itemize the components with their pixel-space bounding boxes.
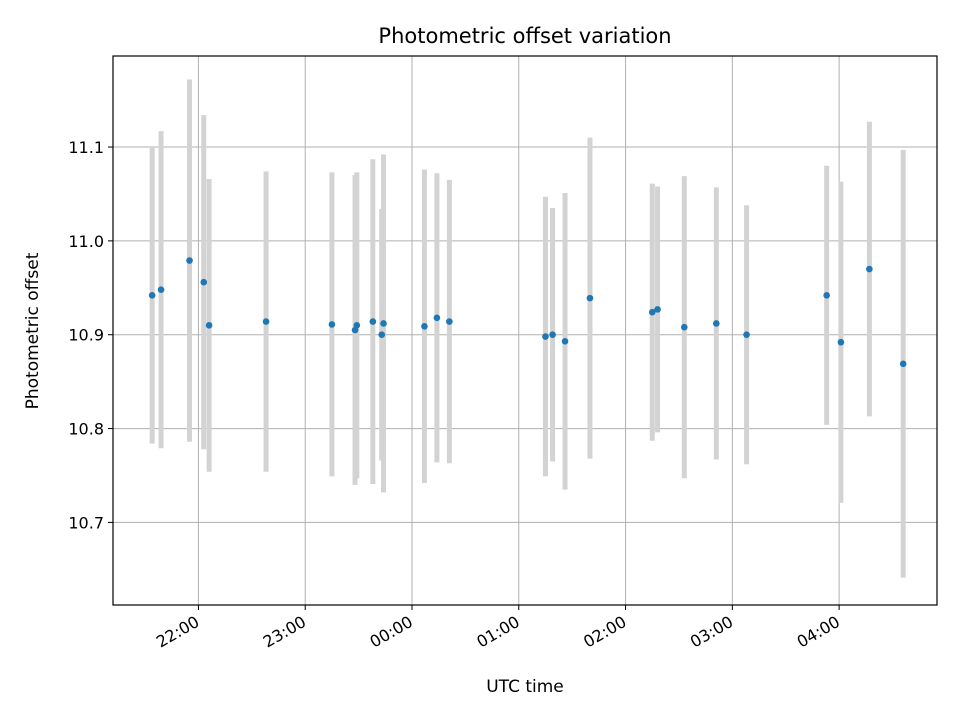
x-axis-label: UTC time xyxy=(486,677,564,697)
y-tick-label: 11.0 xyxy=(68,232,104,251)
data-point xyxy=(866,265,873,273)
data-point xyxy=(899,360,907,368)
data-point xyxy=(186,257,193,264)
y-tick-label: 10.7 xyxy=(68,513,104,532)
data-point xyxy=(446,318,453,325)
data-point xyxy=(549,331,556,339)
y-tick-label: 10.8 xyxy=(68,420,104,439)
data-point xyxy=(205,322,213,329)
data-point xyxy=(262,318,270,325)
data-point xyxy=(648,308,656,316)
data-point xyxy=(380,320,387,327)
data-point xyxy=(328,321,336,328)
data-point xyxy=(654,306,661,313)
data-point xyxy=(200,278,208,286)
data-point xyxy=(157,286,165,293)
data-point xyxy=(823,292,830,299)
data-point xyxy=(586,294,594,302)
chart-title: Photometric offset variation xyxy=(378,24,671,48)
data-point xyxy=(713,320,720,327)
y-axis: 10.7 10.8 10.9 11.0 11.1 xyxy=(68,138,113,532)
data-point xyxy=(148,292,156,299)
data-point xyxy=(378,331,386,339)
y-tick-label: 10.9 xyxy=(68,326,104,345)
data-point xyxy=(542,333,549,340)
data-point xyxy=(743,331,750,339)
data-points xyxy=(148,257,907,368)
data-point xyxy=(421,322,428,330)
data-point xyxy=(353,322,361,329)
data-point xyxy=(433,314,441,322)
data-point xyxy=(369,318,377,325)
data-point xyxy=(680,323,688,331)
data-point xyxy=(837,338,845,346)
y-tick-label: 11.1 xyxy=(68,138,104,157)
plot-frame xyxy=(112,55,938,606)
data-point xyxy=(561,337,569,345)
y-axis-label: Photometric offset xyxy=(23,252,43,409)
